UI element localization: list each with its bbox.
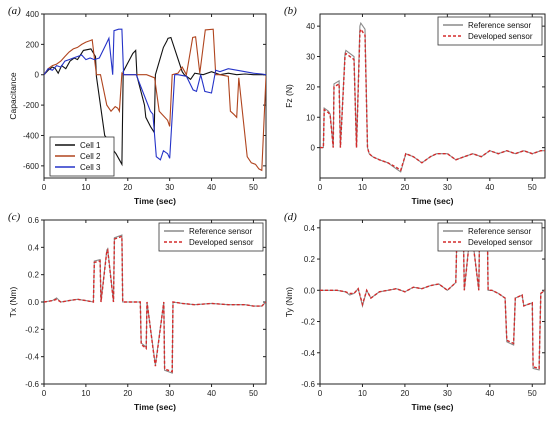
x-tick-label: 20: [123, 389, 132, 398]
legend-label: Reference sensor: [468, 21, 531, 30]
chart-panel-4: (d) 0 10 20 30 40 50 -0.6 -0.4 -0.2 0.0 0.2 0.4 Time …: [284, 211, 546, 412]
x-tick-label: 40: [485, 183, 494, 192]
x-tick-label: 30: [165, 389, 174, 398]
legend-box: [158, 222, 264, 252]
plot-frame: [43, 13, 267, 179]
x-tick-label: 20: [400, 183, 409, 192]
y-tick-label: -0.2: [25, 325, 39, 334]
x-tick-label: 20: [123, 183, 132, 192]
y-tick-label: -0.6: [25, 380, 39, 389]
x-tick-label: 10: [81, 183, 90, 192]
series-line-developed-sensor: [44, 235, 266, 373]
x-tick-label: 40: [207, 183, 216, 192]
chart-panel-3: (c) 0 10 20 30 40 50 -0.6 -0.4 -0.2 0.0 0.2 0.4 0.6 Ti…: [8, 211, 267, 412]
x-tick-label: 50: [249, 183, 258, 192]
series-line-cell-3: [44, 28, 266, 161]
panel-label: (c): [8, 211, 21, 223]
x-tick-label: 10: [358, 389, 367, 398]
legend-label: Reference sensor: [189, 227, 252, 236]
legend-label: Cell 1: [80, 141, 101, 150]
y-tick-label: 0: [311, 144, 316, 153]
x-tick-label: 40: [485, 389, 494, 398]
legend-box: [437, 16, 543, 46]
y-tick-label: 400: [26, 10, 40, 19]
y-tick-label: 30: [306, 53, 315, 62]
panel-label: (b): [284, 5, 297, 17]
y-tick-label: 40: [306, 22, 315, 31]
y-tick-label: 0.4: [304, 224, 316, 233]
x-tick-label: 30: [165, 183, 174, 192]
y-tick-label: -600: [23, 162, 40, 171]
x-tick-label: 30: [443, 389, 452, 398]
x-axis-label: Time (sec): [134, 196, 176, 206]
x-tick-label: 10: [81, 389, 90, 398]
y-tick-label: 0.4: [28, 243, 40, 252]
legend-box: [437, 222, 543, 252]
y-tick-label: -200: [23, 101, 40, 110]
legend-label: Cell 3: [80, 163, 101, 172]
y-tick-label: -0.4: [301, 349, 315, 358]
series-line-reference-sensor: [320, 21, 545, 173]
legend: Reference sensor Developed sensor: [437, 16, 543, 46]
y-tick-label: -0.2: [301, 318, 315, 327]
x-tick-label: 50: [249, 389, 258, 398]
legend-label: Developed sensor: [468, 32, 533, 41]
y-tick-label: 0.0: [28, 298, 40, 307]
y-tick-label: 200: [26, 40, 40, 49]
y-tick-label: -400: [23, 131, 40, 140]
y-axis-label: Ty (Nm): [284, 287, 294, 317]
x-tick-label: 0: [318, 389, 323, 398]
plot-frame: [319, 13, 546, 179]
x-tick-label: 30: [443, 183, 452, 192]
legend-label: Developed sensor: [468, 238, 533, 247]
legend: Reference sensor Developed sensor: [437, 222, 543, 252]
x-tick-label: 0: [318, 183, 323, 192]
x-axis-label: Time (sec): [134, 402, 176, 412]
x-tick-label: 0: [42, 389, 47, 398]
y-tick-label: 0.2: [28, 271, 40, 280]
y-axis-label: Tx (Nm): [8, 286, 18, 317]
legend: Reference sensor Developed sensor: [158, 222, 264, 252]
y-tick-label: -0.6: [301, 380, 315, 389]
y-tick-label: 0.0: [304, 286, 316, 295]
y-tick-label: 0: [35, 71, 40, 80]
y-axis-label: Fz (N): [284, 84, 294, 108]
y-tick-label: -0.4: [25, 353, 39, 362]
y-tick-label: 10: [306, 113, 315, 122]
x-tick-label: 0: [42, 183, 47, 192]
y-tick-label: 20: [306, 83, 315, 92]
x-tick-label: 50: [528, 389, 537, 398]
plot-frame: [319, 219, 546, 385]
y-axis-label: Capacitance: [8, 72, 18, 120]
panel-label: (a): [8, 5, 21, 17]
series-line-cell-1: [44, 36, 266, 167]
x-tick-label: 20: [400, 389, 409, 398]
series-line-cell-2: [44, 28, 266, 172]
panel-label: (d): [284, 211, 297, 223]
x-tick-label: 10: [358, 183, 367, 192]
y-tick-label: 0.2: [304, 255, 316, 264]
legend-label: Developed sensor: [189, 238, 254, 247]
y-tick-label: 0.6: [28, 216, 40, 225]
series-line-developed-sensor: [320, 27, 545, 172]
legend: Cell 1 Cell 2 Cell 3: [49, 136, 115, 177]
x-tick-label: 50: [528, 183, 537, 192]
legend-label: Reference sensor: [468, 227, 531, 236]
x-axis-label: Time (sec): [412, 402, 454, 412]
legend-label: Cell 2: [80, 152, 101, 161]
x-tick-label: 40: [207, 389, 216, 398]
chart-panel-2: (b) 0 10 20 30 40 50 0 10 20 30 40 Time (sec) Fz (N) R…: [284, 5, 546, 206]
x-axis-label: Time (sec): [412, 196, 454, 206]
chart-panel-1: (a) 0 10 20 30 40 50 -600 -400 -200 0 200 400 Time (s…: [8, 5, 267, 206]
